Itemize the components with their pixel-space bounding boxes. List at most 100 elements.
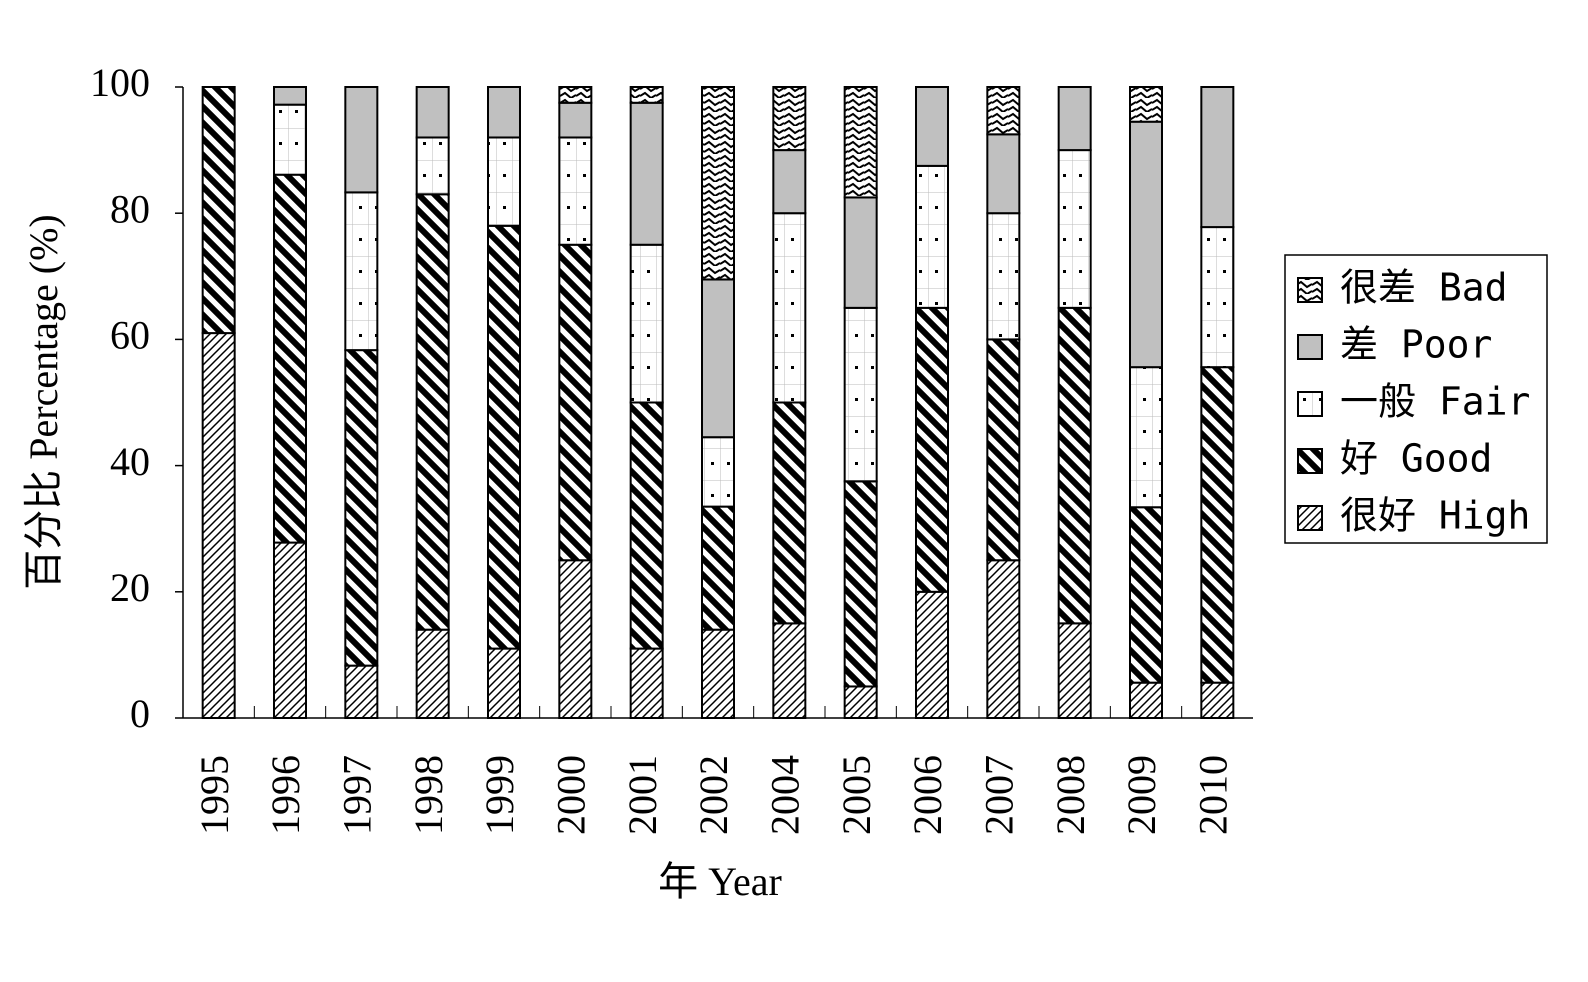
bar-segment <box>1057 622 1092 719</box>
bar-segment <box>629 243 664 404</box>
bar-segment <box>201 86 236 335</box>
bar-segment <box>1129 681 1163 719</box>
bar-segment <box>1057 86 1092 152</box>
bar-segment <box>701 505 735 631</box>
bar-segment <box>558 243 593 562</box>
legend-box <box>1284 254 1548 544</box>
bar-segment <box>487 136 521 227</box>
x-tick-label: 2006 <box>905 755 950 835</box>
y-tick-label: 40 <box>110 439 150 484</box>
bar-segment <box>915 164 949 309</box>
bar-segment <box>843 86 878 199</box>
bar-segment <box>273 86 307 106</box>
x-tick-label: 2007 <box>977 755 1022 835</box>
x-axis-title: 年 Year <box>658 859 782 904</box>
bar-segment <box>1129 366 1163 509</box>
x-tick-label: 2008 <box>1048 755 1093 835</box>
bar-segment <box>701 86 735 281</box>
x-tick-label: 1996 <box>263 755 308 835</box>
legend-label: 一般 Fair <box>1340 380 1530 424</box>
x-tick-label: 2002 <box>691 755 736 835</box>
x-tick-label: 1995 <box>192 755 237 835</box>
bar-segment <box>915 306 949 593</box>
bar-segment <box>1057 306 1092 625</box>
y-tick-label: 100 <box>90 60 150 105</box>
legend-swatch <box>1297 448 1323 474</box>
bar-segment <box>415 628 450 719</box>
x-tick-label: 1998 <box>406 755 451 835</box>
bar-segment <box>344 664 379 720</box>
bar-segment <box>772 149 807 215</box>
x-tick-label: 1997 <box>335 755 380 835</box>
y-tick-label: 0 <box>130 691 150 736</box>
y-axis-title: 百分比 Percentage (%) <box>21 214 66 589</box>
bar-segment <box>1200 226 1235 369</box>
bar-segment <box>701 436 735 508</box>
bar-segment <box>558 136 593 246</box>
bar-segment <box>201 332 236 719</box>
bar-segment <box>986 133 1021 215</box>
bar-segment <box>1200 681 1235 719</box>
legend-label: 很好 High <box>1340 494 1530 538</box>
bar-segment <box>1129 86 1163 123</box>
bar-segment <box>1057 149 1092 309</box>
bar-segment <box>415 86 450 139</box>
x-tick-label: 2005 <box>834 755 879 835</box>
x-tick-label: 2000 <box>549 755 594 835</box>
bar-segment <box>415 136 450 196</box>
bar-segment <box>772 622 807 719</box>
x-tick-label: 2009 <box>1119 755 1164 835</box>
bar-segment <box>629 101 664 246</box>
y-tick-label: 60 <box>110 313 150 358</box>
bar-segment <box>986 559 1021 719</box>
legend-swatch <box>1297 505 1323 531</box>
x-tick-label: 2001 <box>620 755 665 835</box>
x-tick-label: 2004 <box>763 755 808 835</box>
bar-segment <box>629 647 664 720</box>
y-tick-label: 80 <box>110 186 150 231</box>
bar-segment <box>558 559 593 719</box>
legend-swatch <box>1297 277 1323 303</box>
bar-segment <box>772 212 807 404</box>
bar-segment <box>487 224 521 650</box>
bar-segment <box>1129 506 1163 684</box>
bar-segment <box>1200 366 1235 684</box>
bar-segment <box>843 685 878 720</box>
bar-segment <box>344 86 379 194</box>
bar-segment <box>558 86 593 104</box>
bar-segment <box>772 86 807 152</box>
bar-segment <box>273 103 307 176</box>
bar-segment <box>487 86 521 139</box>
bar-segment <box>843 306 878 483</box>
bar-segment <box>273 173 307 544</box>
bar-segment <box>986 86 1021 136</box>
bar-segment <box>986 338 1021 562</box>
legend-swatch <box>1297 334 1323 360</box>
bar-segment <box>629 401 664 650</box>
bar-segment <box>701 628 735 719</box>
bar-segment <box>273 541 307 719</box>
legend-label: 好 Good <box>1340 437 1492 481</box>
bar-segment <box>986 212 1021 341</box>
legend-label: 很差 Bad <box>1340 266 1508 310</box>
bar-segment <box>415 193 450 631</box>
x-tick-label: 1999 <box>477 755 522 835</box>
bar-segment <box>629 86 664 104</box>
bar-segment <box>344 349 379 667</box>
y-tick-label: 20 <box>110 565 150 610</box>
bar-segment <box>915 86 949 167</box>
bar-segment <box>487 647 521 720</box>
bar-segment <box>843 196 878 309</box>
bar-segment <box>1200 86 1235 229</box>
bar-segment <box>843 480 878 688</box>
bar-segment <box>701 278 735 439</box>
bar-segment <box>344 191 379 352</box>
legend-swatch <box>1297 391 1323 417</box>
bar-segment <box>772 401 807 625</box>
legend-label: 差 Poor <box>1340 323 1492 367</box>
bar-segment <box>915 590 949 719</box>
x-tick-label: 2010 <box>1191 755 1236 835</box>
bar-segment <box>1129 120 1163 369</box>
bar-segment <box>558 101 593 139</box>
